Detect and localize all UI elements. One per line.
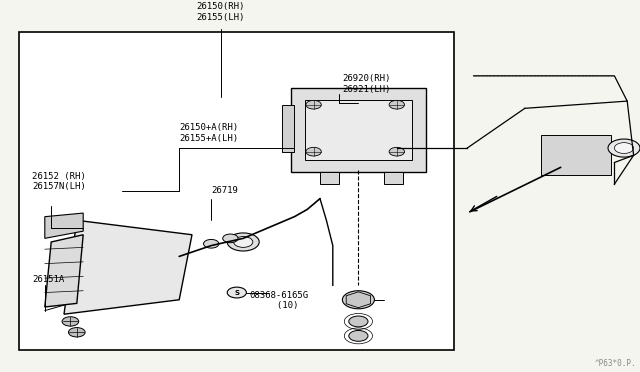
Polygon shape (282, 105, 294, 152)
Circle shape (227, 233, 259, 251)
Polygon shape (45, 235, 83, 307)
Circle shape (389, 100, 404, 109)
Circle shape (389, 147, 404, 156)
Polygon shape (45, 213, 83, 238)
Circle shape (62, 317, 79, 326)
Polygon shape (346, 292, 371, 308)
FancyBboxPatch shape (19, 32, 454, 350)
FancyBboxPatch shape (541, 135, 611, 175)
Polygon shape (320, 171, 339, 184)
Circle shape (204, 240, 219, 248)
Circle shape (306, 147, 321, 156)
Text: 26151A: 26151A (32, 275, 64, 283)
Text: 26150+A(RH)
26155+A(LH): 26150+A(RH) 26155+A(LH) (179, 123, 238, 142)
Polygon shape (64, 220, 192, 314)
Circle shape (306, 100, 321, 109)
Text: 26920(RH)
26921(LH): 26920(RH) 26921(LH) (342, 74, 391, 94)
Polygon shape (384, 171, 403, 184)
Circle shape (614, 142, 634, 154)
Circle shape (349, 330, 368, 341)
Text: 08368-6165G
     (10): 08368-6165G (10) (250, 291, 308, 310)
FancyBboxPatch shape (305, 100, 412, 160)
Text: 26719: 26719 (211, 186, 238, 195)
Text: 26150(RH)
26155(LH): 26150(RH) 26155(LH) (196, 2, 245, 22)
Circle shape (227, 287, 246, 298)
Circle shape (608, 139, 640, 157)
Circle shape (68, 328, 85, 337)
Circle shape (342, 291, 374, 309)
Text: ^P63*0.P.: ^P63*0.P. (595, 359, 637, 368)
Circle shape (223, 234, 238, 243)
Circle shape (234, 237, 253, 247)
Text: 26152 (RH)
26157N(LH): 26152 (RH) 26157N(LH) (32, 172, 86, 192)
FancyBboxPatch shape (291, 89, 426, 171)
Text: S: S (234, 289, 239, 295)
Circle shape (349, 316, 368, 327)
